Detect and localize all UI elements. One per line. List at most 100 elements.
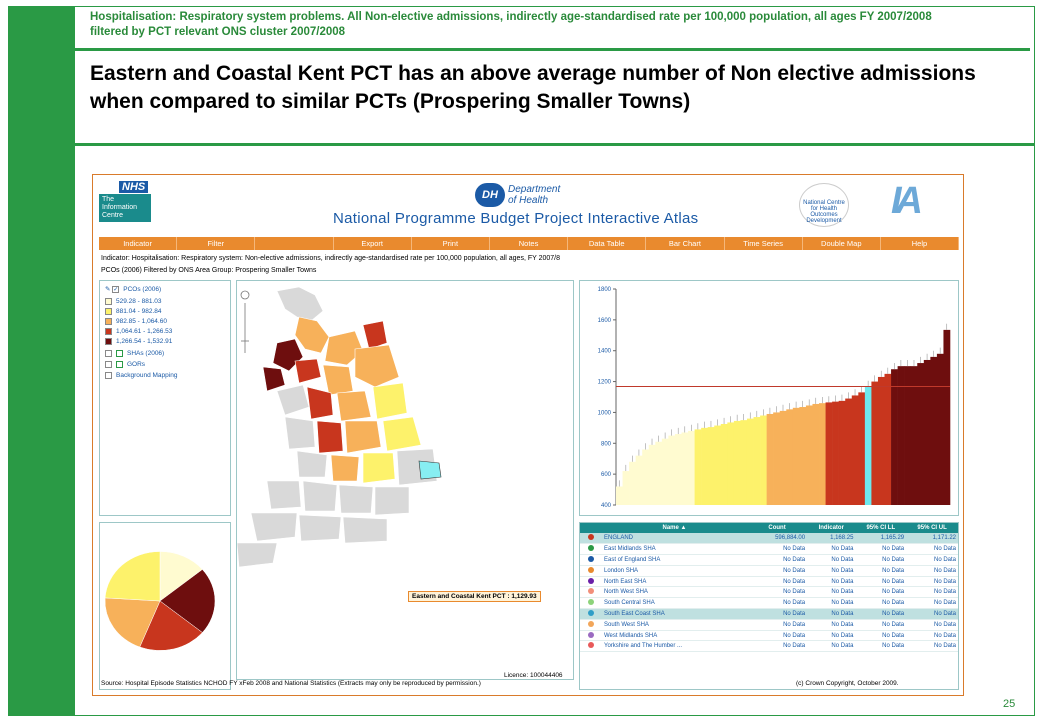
map-region[interactable]: [336, 390, 372, 422]
bar[interactable]: [897, 366, 905, 505]
map-region[interactable]: [294, 316, 330, 354]
table-header-ci-ul[interactable]: 95% CI UL: [906, 523, 958, 533]
map-region[interactable]: [266, 480, 302, 510]
bar[interactable]: [891, 369, 898, 505]
table-row[interactable]: East Midlands SHA No Data No Data No Data No…: [580, 543, 958, 556]
map-region[interactable]: [322, 364, 354, 396]
bar[interactable]: [694, 429, 702, 505]
bar[interactable]: [792, 407, 800, 505]
table-row[interactable]: ENGLAND 596,884.00 1,168.25 1,165.29 1,171.2…: [580, 533, 958, 545]
bar[interactable]: [642, 449, 650, 505]
map-zoom-control[interactable]: [240, 290, 250, 353]
bar[interactable]: [904, 366, 912, 505]
pie-slice[interactable]: [104, 597, 161, 648]
bar[interactable]: [655, 441, 663, 505]
bar[interactable]: [701, 427, 708, 505]
menu-double-map[interactable]: Double Map: [803, 237, 881, 250]
menu-export[interactable]: Export: [334, 237, 412, 250]
legend-item-shas[interactable]: SHAs (2006): [105, 349, 164, 358]
bar[interactable]: [616, 486, 623, 505]
bar[interactable]: [877, 376, 885, 505]
menu-indicator[interactable]: Indicator: [99, 237, 178, 250]
pie-slice[interactable]: [104, 551, 161, 602]
bar[interactable]: [648, 444, 656, 505]
menu-time-series[interactable]: Time Series: [725, 237, 803, 250]
map-region[interactable]: [338, 484, 374, 514]
map-region[interactable]: [276, 286, 324, 322]
table-header-indicator[interactable]: Indicator: [807, 523, 856, 533]
menu-filter[interactable]: Filter: [177, 237, 256, 250]
table-row[interactable]: West Midlands SHA No Data No Data No Data No…: [580, 630, 958, 642]
bar[interactable]: [707, 427, 715, 505]
bar[interactable]: [720, 424, 728, 505]
pie-slice[interactable]: [139, 600, 203, 651]
map-region[interactable]: [354, 344, 400, 388]
table-row[interactable]: South West SHA No Data No Data No Data No Da…: [580, 619, 958, 631]
bar[interactable]: [930, 356, 938, 505]
england-map[interactable]: [237, 281, 573, 679]
checkbox[interactable]: [105, 371, 112, 379]
bar[interactable]: [760, 415, 767, 505]
legend-item-background[interactable]: Background Mapping: [105, 371, 177, 380]
bar[interactable]: [864, 386, 872, 505]
table-row[interactable]: South East Coast SHA No Data No Data No Dat…: [580, 608, 958, 620]
bar[interactable]: [871, 381, 879, 505]
map-region[interactable]: [302, 480, 338, 512]
bar[interactable]: [733, 420, 741, 505]
table-header-ci-ll[interactable]: 95% CI LL: [855, 523, 907, 533]
map-region[interactable]: [250, 512, 298, 542]
map-region[interactable]: [296, 450, 328, 478]
map-region[interactable]: [294, 358, 322, 384]
bar[interactable]: [805, 405, 813, 505]
table-row[interactable]: East of England SHA No Data No Data No Data…: [580, 554, 958, 566]
map-region[interactable]: [342, 516, 388, 544]
bar[interactable]: [766, 413, 774, 505]
menu-bar-chart[interactable]: Bar Chart: [646, 237, 725, 250]
map-region[interactable]: [362, 320, 388, 350]
map-region[interactable]: [298, 514, 342, 542]
bar[interactable]: [622, 471, 630, 505]
bar[interactable]: [923, 359, 931, 505]
bar[interactable]: [661, 438, 669, 505]
map-region[interactable]: [284, 416, 316, 450]
pencil-icon[interactable]: ✎: [105, 286, 111, 293]
menu-print[interactable]: Print: [412, 237, 490, 250]
bar[interactable]: [884, 373, 892, 505]
menu-notes[interactable]: Notes: [490, 237, 569, 250]
map-region[interactable]: [306, 386, 334, 420]
table-row[interactable]: North West SHA No Data No Data No Data No Da…: [580, 586, 958, 599]
bar[interactable]: [832, 401, 839, 505]
bar[interactable]: [773, 412, 781, 505]
map-region[interactable]: [237, 542, 278, 568]
bar[interactable]: [740, 420, 748, 505]
bar[interactable]: [746, 418, 754, 505]
map-region-eastern-coastal-kent[interactable]: [418, 460, 442, 480]
table-row[interactable]: London SHA No Data No Data No Data No Data: [580, 565, 958, 577]
map-region[interactable]: [372, 382, 408, 420]
bar[interactable]: [851, 395, 859, 505]
bar[interactable]: [779, 410, 787, 505]
bar[interactable]: [943, 329, 951, 505]
bar[interactable]: [845, 398, 853, 505]
bar[interactable]: [819, 403, 826, 505]
map-region[interactable]: [344, 420, 382, 454]
bar[interactable]: [688, 430, 695, 505]
table-header-name[interactable]: Name ▲: [602, 523, 747, 533]
table-header-count[interactable]: Count: [746, 523, 808, 533]
legend-checkbox[interactable]: ✓: [112, 285, 120, 293]
bar[interactable]: [674, 434, 682, 505]
bar[interactable]: [917, 363, 925, 505]
bar[interactable]: [629, 461, 636, 505]
bar[interactable]: [858, 392, 866, 505]
bar[interactable]: [753, 417, 761, 505]
map-region[interactable]: [262, 366, 286, 392]
pie-slice[interactable]: [159, 569, 216, 633]
checkbox[interactable]: [105, 349, 112, 357]
checkbox[interactable]: [105, 360, 112, 368]
bar[interactable]: [714, 425, 722, 505]
table-row[interactable]: South Central SHA No Data No Data No Data No…: [580, 597, 958, 610]
sort-up-icon[interactable]: ▲: [680, 525, 687, 531]
bar[interactable]: [727, 422, 735, 505]
bar[interactable]: [838, 400, 846, 505]
bar[interactable]: [681, 432, 689, 505]
